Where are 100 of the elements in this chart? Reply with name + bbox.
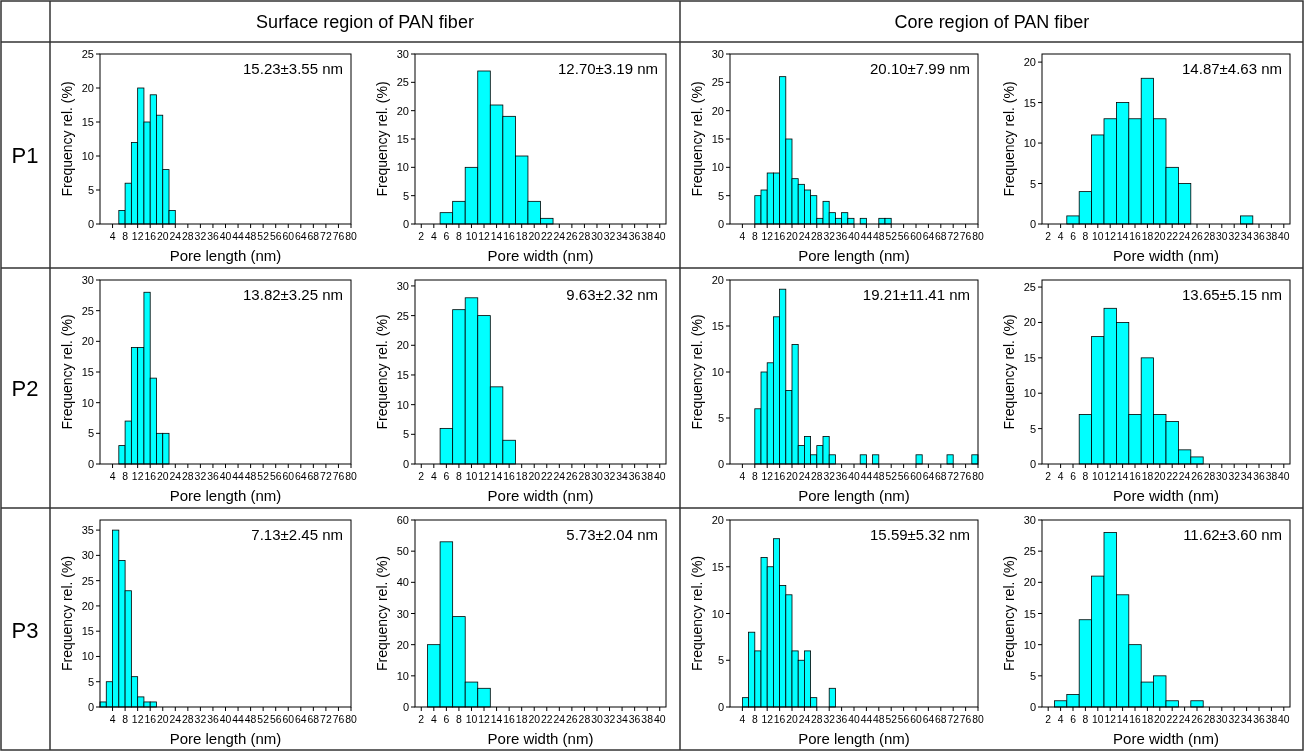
x-tick-label: 64 [294,231,307,243]
y-tick-label: 25 [1023,545,1036,558]
x-tick-label: 16 [503,714,516,726]
x-tick-label: 8 [122,231,129,243]
x-tick-label: 22 [1166,471,1179,483]
y-tick-label: 20 [1023,316,1036,329]
x-tick-label: 30 [591,471,603,483]
x-tick-label: 6 [1070,231,1077,243]
y-axis-title: Frequency rel. (%) [59,81,75,197]
x-tick-label: 52 [257,714,270,726]
x-tick-label: 80 [345,714,357,726]
y-tick-label: 10 [711,607,724,620]
x-tick-label: 10 [465,471,478,483]
x-tick-label: 12 [1104,714,1117,726]
text: P2 [11,376,39,401]
x-tick-label: 68 [935,471,947,483]
y-tick-label: 10 [1023,387,1036,400]
x-tick-label: 28 [811,714,823,726]
x-tick-label: 28 [1203,471,1216,483]
x-tick-label: 44 [232,231,245,243]
x-tick-label: 68 [307,471,320,483]
y-tick-label: 10 [81,650,94,663]
x-tick-label: 16 [773,231,786,243]
y-tick-label: 0 [1029,218,1036,230]
x-tick-label: 14 [1116,714,1129,726]
x-tick-label: 32 [603,714,616,726]
x-tick-label: 40 [219,714,232,726]
x-tick-label: 56 [269,714,282,726]
x-tick-label: 32 [1228,231,1241,243]
x-tick-label: 8 [122,471,129,483]
x-tick-label: 22 [540,714,553,726]
x-tick-label: 20 [786,231,798,243]
x-tick-label: 28 [811,231,823,243]
y-tick-label: 15 [396,368,409,381]
x-tick-label: 24 [169,471,182,483]
x-tick-label: 18 [1141,714,1154,726]
x-tick-label: 32 [194,714,207,726]
x-tick-label: 16 [144,714,157,726]
x-tick-label: 4 [1057,471,1064,483]
x-tick-label: 68 [307,714,320,726]
y-tick-label: 30 [711,48,724,60]
y-axis-title: Frequency rel. (%) [59,314,75,430]
x-tick-label: 20 [1154,714,1166,726]
x-tick-label: 12 [761,231,774,243]
y-tick-label: 30 [396,279,409,292]
x-tick-label: 4 [109,231,116,243]
x-tick-label: 80 [972,231,984,243]
x-tick-label: 76 [959,714,972,726]
x-tick-label: 6 [1070,471,1077,483]
x-tick-label: 24 [798,714,811,726]
x-tick-label: 20 [156,714,169,726]
annotation: 7.13±2.45 nm [251,526,343,543]
x-tick-label: 38 [641,471,654,483]
x-tick-label: 52 [885,231,898,243]
y-axis-title: Frequency rel. (%) [1001,555,1017,672]
x-tick-label: 36 [835,714,848,726]
y-tick-label: 20 [81,82,94,94]
x-tick-label: 72 [947,231,960,243]
x-tick-label: 52 [885,471,898,483]
y-tick-label: 15 [396,133,409,145]
x-tick-label: 14 [1116,231,1129,243]
x-tick-label: 72 [320,471,332,483]
x-tick-label: 28 [578,231,591,243]
x-tick-label: 12 [761,714,774,726]
x-tick-label: 36 [628,231,641,243]
y-tick-label: 0 [717,458,724,470]
y-axis-title: Frequency rel. (%) [689,314,705,430]
x-tick-label: 40 [1278,471,1290,483]
y-tick-label: 20 [396,104,409,117]
x-tick-label: 60 [910,714,922,726]
y-tick-label: 5 [1029,669,1036,682]
x-tick-label: 38 [641,714,654,726]
x-tick-label: 34 [1240,714,1253,726]
x-axis-title: Pore length (nm) [169,487,282,504]
y-tick-label: 35 [81,524,94,537]
x-tick-label: 40 [219,471,232,483]
x-tick-label: 8 [122,714,129,726]
x-tick-label: 16 [144,231,157,243]
y-tick-label: 10 [711,161,724,174]
x-tick-label: 38 [1265,471,1278,483]
x-tick-label: 10 [1092,231,1104,243]
x-tick-label: 8 [751,231,758,243]
y-tick-label: 15 [711,320,724,332]
x-tick-label: 24 [169,714,182,726]
y-tick-label: 0 [1029,458,1036,470]
x-tick-label: 28 [1203,714,1216,726]
x-tick-label: 4 [109,471,116,483]
y-tick-label: 15 [81,116,94,128]
x-tick-label: 20 [786,471,798,483]
x-tick-label: 40 [1278,231,1290,243]
y-tick-label: 5 [1029,422,1036,435]
y-tick-label: 20 [396,339,409,352]
x-axis-title: Pore length (nm) [798,730,910,747]
x-tick-label: 22 [540,471,553,483]
x-tick-label: 20 [528,231,541,243]
x-tick-label: 34 [616,471,629,483]
y-axis-title: Frequency rel. (%) [374,555,390,672]
x-tick-label: 20 [528,714,541,726]
x-tick-label: 18 [1141,471,1154,483]
x-tick-label: 56 [269,471,282,483]
